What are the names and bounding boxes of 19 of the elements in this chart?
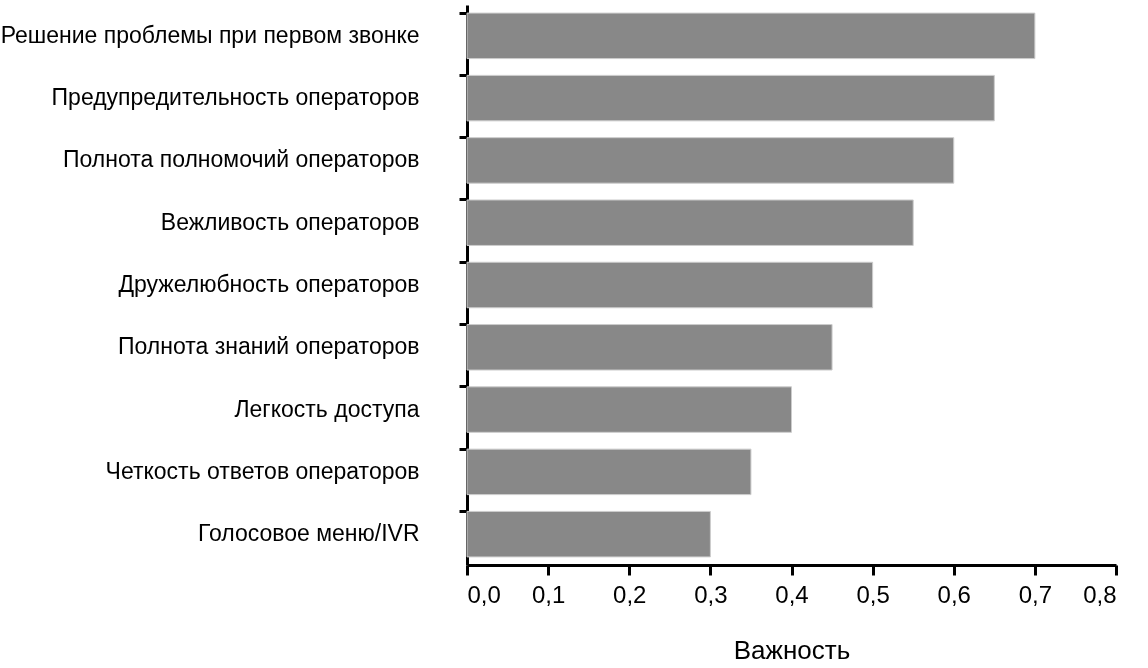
x-tick-label: 0,2: [613, 580, 647, 608]
y-tick-label: Полнота знаний операторов: [118, 333, 420, 360]
y-tick-label: Вежливость операторов: [160, 208, 420, 235]
x-tick-label: 0,1: [531, 580, 566, 608]
y-tick-label: Дружелюбность операторов: [118, 271, 420, 297]
x-tick-label: 0,0: [467, 580, 501, 608]
x-tick-label: 0,8: [1083, 580, 1117, 608]
y-tick-label: Полнота полномочий операторов: [63, 146, 420, 173]
x-axis-title: Важность: [733, 634, 851, 665]
x-tick-label: 0,4: [775, 580, 809, 608]
y-tick-label: Предупредительность операторов: [51, 84, 420, 111]
y-tick-label: Легкость доступа: [234, 395, 420, 422]
y-tick-label: Решение проблемы при первом звонке: [0, 21, 420, 48]
x-tick-label: 0,3: [694, 580, 728, 608]
x-tick-label: 0,5: [856, 580, 890, 608]
y-tick-label: Голосовое меню/IVR: [198, 520, 420, 547]
x-tick-label: 0,7: [1018, 580, 1053, 608]
y-tick-label: Четкость ответов операторов: [105, 457, 420, 484]
x-tick-label: 0,6: [937, 580, 971, 608]
